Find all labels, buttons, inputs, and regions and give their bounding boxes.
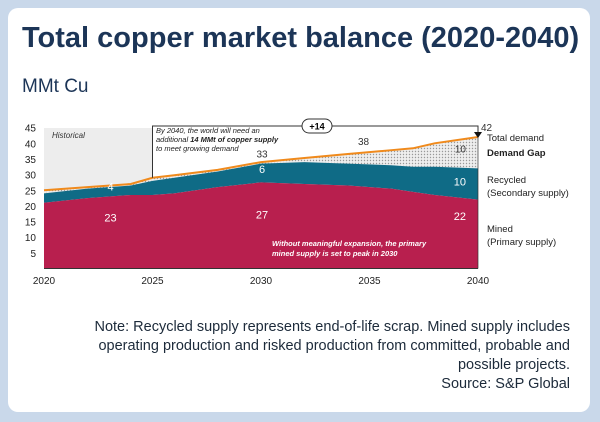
x-tick-label: 2040	[467, 276, 490, 287]
chart-unit: MMt Cu	[22, 76, 89, 97]
y-tick-label: 20	[25, 202, 37, 213]
recycled-data-label: 6	[259, 164, 265, 176]
y-tick-label: 35	[25, 155, 37, 166]
x-tick-label: 2030	[250, 276, 273, 287]
demand-data-label: 38	[358, 137, 370, 148]
historical-label: Historical	[52, 131, 85, 140]
legend-recycled: Recycled	[487, 175, 526, 186]
total-demand-line	[43, 136, 479, 192]
note-text: Note: Recycled supply represents end-of-…	[94, 319, 570, 373]
legend-mined-sub: (Primary supply)	[487, 237, 556, 248]
mined-note-line-1: Without meaningful expansion, the primar…	[272, 239, 427, 248]
x-tick-label: 2025	[141, 276, 164, 287]
callout-line-2: additional 14 MMt of copper supply	[156, 135, 279, 144]
y-tick-label: 40	[25, 139, 37, 150]
mined-data-label: 23	[104, 213, 116, 225]
gap-data-label: 10	[455, 145, 467, 156]
y-tick-label: 45	[25, 124, 37, 135]
mined-data-label: 22	[454, 211, 466, 223]
y-tick-label: 15	[25, 218, 37, 229]
y-tick-label: 30	[25, 171, 37, 182]
demand-data-label: 42	[481, 123, 493, 134]
legend-mined: Mined	[487, 224, 513, 235]
demand-gap-area	[44, 137, 478, 194]
legend-recycled-sub: (Secondary supply)	[487, 188, 569, 199]
arrow-icon	[474, 132, 482, 138]
delta-label: +14	[309, 122, 324, 132]
recycled-data-label: 4	[107, 181, 113, 193]
callout-line-1: By 2040, the world will need an	[156, 126, 260, 135]
y-tick-label: 10	[25, 233, 37, 244]
legend-total-demand: Total demand	[487, 133, 544, 144]
x-tick-label: 2035	[358, 276, 381, 287]
x-tick-label: 2020	[33, 276, 56, 287]
mined-data-label: 27	[256, 209, 268, 221]
recycled-data-label: 10	[454, 177, 466, 189]
delta-badge	[301, 118, 333, 134]
source-text: Source: S&P Global	[441, 376, 570, 392]
demand-data-label: 33	[256, 149, 268, 160]
mined-area	[44, 182, 478, 269]
callout-line-3: to meet growing demand	[156, 144, 239, 153]
legend-demand-gap: Demand Gap	[487, 148, 546, 159]
y-tick-label: 25	[25, 186, 37, 197]
mined-note-line-2: mined supply is set to peak in 2030	[272, 249, 398, 258]
chart-title: Total copper market balance (2020-2040)	[22, 22, 580, 54]
chart-note: Note: Recycled supply represents end-of-…	[50, 318, 570, 394]
y-tick-label: 5	[30, 249, 36, 260]
